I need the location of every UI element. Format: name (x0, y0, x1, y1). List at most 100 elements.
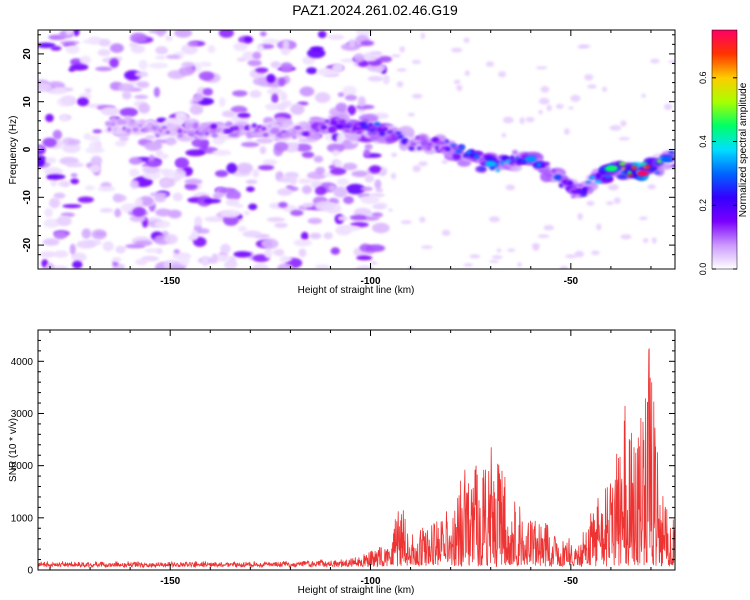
heatmap-cell (618, 137, 630, 141)
heatmap-cell (167, 209, 182, 219)
heatmap-cell (512, 149, 518, 156)
heatmap-cell (227, 132, 240, 138)
heatmap-cell (445, 147, 451, 152)
heatmap-cell (272, 249, 281, 256)
heatmap-cell (444, 139, 449, 143)
heatmap-cell (604, 175, 612, 179)
heatmap-cell (555, 175, 562, 180)
snr-y-axis-label: SNR (10 * v/v) (8, 418, 19, 482)
heatmap-cell (304, 124, 312, 131)
page-title: PAZ1.2024.261.02.46.G19 (292, 2, 458, 18)
heatmap-cell (671, 163, 675, 169)
heatmap-cell (641, 93, 646, 98)
heatmap-cell (44, 157, 57, 164)
heatmap-cell (76, 240, 97, 249)
heatmap-cell (232, 90, 248, 97)
heatmap-cell (236, 162, 253, 174)
heatmap-cell (262, 38, 279, 44)
heatmap-cell (220, 209, 241, 218)
colorbar-tick-label: 0.0 (698, 263, 708, 276)
heatmap-cell (421, 245, 433, 249)
heatmap-cell (181, 61, 195, 68)
heatmap-cell (586, 200, 595, 206)
heatmap-cell (357, 96, 366, 107)
heatmap-cell (104, 120, 112, 127)
heatmap-cell (302, 202, 314, 208)
heatmap-cell (129, 42, 139, 48)
heatmap-cell (630, 165, 638, 170)
heatmap-cell (374, 179, 382, 190)
heatmap-cell (463, 37, 470, 43)
heatmap-cell (642, 238, 649, 243)
heatmap-cell (102, 241, 114, 252)
heatmap-cell (336, 124, 344, 129)
heatmap-cell (274, 141, 289, 152)
heatmap-cell (300, 231, 309, 241)
heatmap-peak (524, 156, 537, 163)
heatmap-cell (558, 183, 564, 188)
heatmap-cell (577, 188, 582, 192)
heatmap-cell (70, 178, 80, 185)
heatmap-cell (143, 128, 149, 133)
heatmap-cell (191, 230, 199, 241)
heatmap-cell (167, 123, 174, 127)
heatmap-cell (73, 30, 80, 37)
heatmap-cell (355, 104, 375, 110)
heatmap-cell (360, 195, 380, 205)
heatmap-cell (160, 178, 170, 188)
heatmap-cell (596, 223, 602, 231)
heatmap-cell (639, 162, 649, 167)
heatmap-cell (258, 165, 275, 171)
heatmap-cell (369, 51, 382, 56)
heatmap-cell (520, 159, 524, 164)
heatmap-cell (122, 91, 132, 100)
heatmap-cell (645, 164, 652, 169)
heatmap-cell (342, 162, 358, 171)
heatmap-cell (369, 129, 376, 132)
heatmap-cell (70, 173, 78, 178)
heatmap-cell (132, 127, 139, 132)
heatmap-cell (155, 208, 172, 217)
heatmap-cell (211, 253, 218, 264)
heatmap-cell (388, 208, 393, 212)
heatmap-cell (396, 68, 407, 72)
heatmap-cell (391, 54, 401, 58)
heatmap-cell (242, 230, 262, 238)
heatmap-cell (52, 265, 69, 269)
heatmap-cell (281, 132, 287, 137)
heatmap-cell (455, 149, 462, 154)
heatmap-cell (555, 103, 564, 109)
heatmap-cell (344, 129, 349, 132)
heatmap-cell (517, 262, 522, 268)
heatmap-cell (43, 218, 60, 228)
y-tick-label: 0 (22, 146, 33, 152)
heatmap-cell (378, 56, 392, 63)
heatmap-cell (81, 228, 92, 239)
heatmap-cell (365, 244, 386, 252)
heatmap-peak (604, 165, 617, 172)
heatmap-cell (70, 63, 89, 71)
heatmap-cell (420, 32, 426, 40)
heatmap-cell (416, 146, 422, 150)
heatmap-cell (183, 127, 190, 132)
heatmap-cell (290, 103, 305, 115)
heatmap-cell (531, 243, 541, 249)
heatmap-cell (291, 134, 298, 140)
heatmap-cell (607, 184, 619, 191)
heatmap-cell (495, 168, 500, 173)
heatmap-cell (173, 249, 180, 254)
heatmap-cell (353, 53, 365, 63)
heatmap-cell (185, 149, 206, 157)
heatmap-cell (221, 110, 236, 118)
heatmap-cell (297, 178, 313, 184)
heatmap-cell (42, 137, 57, 148)
heatmap-cell (653, 171, 661, 174)
y-tick-label: 3000 (11, 409, 34, 420)
heatmap-cell (129, 168, 140, 177)
heatmap-cell (561, 179, 568, 185)
heatmap-cell (466, 150, 472, 155)
heatmap-cell (39, 251, 57, 258)
heatmap-cell (543, 161, 550, 166)
heatmap-cell (663, 103, 673, 111)
heatmap-cell (38, 82, 52, 92)
